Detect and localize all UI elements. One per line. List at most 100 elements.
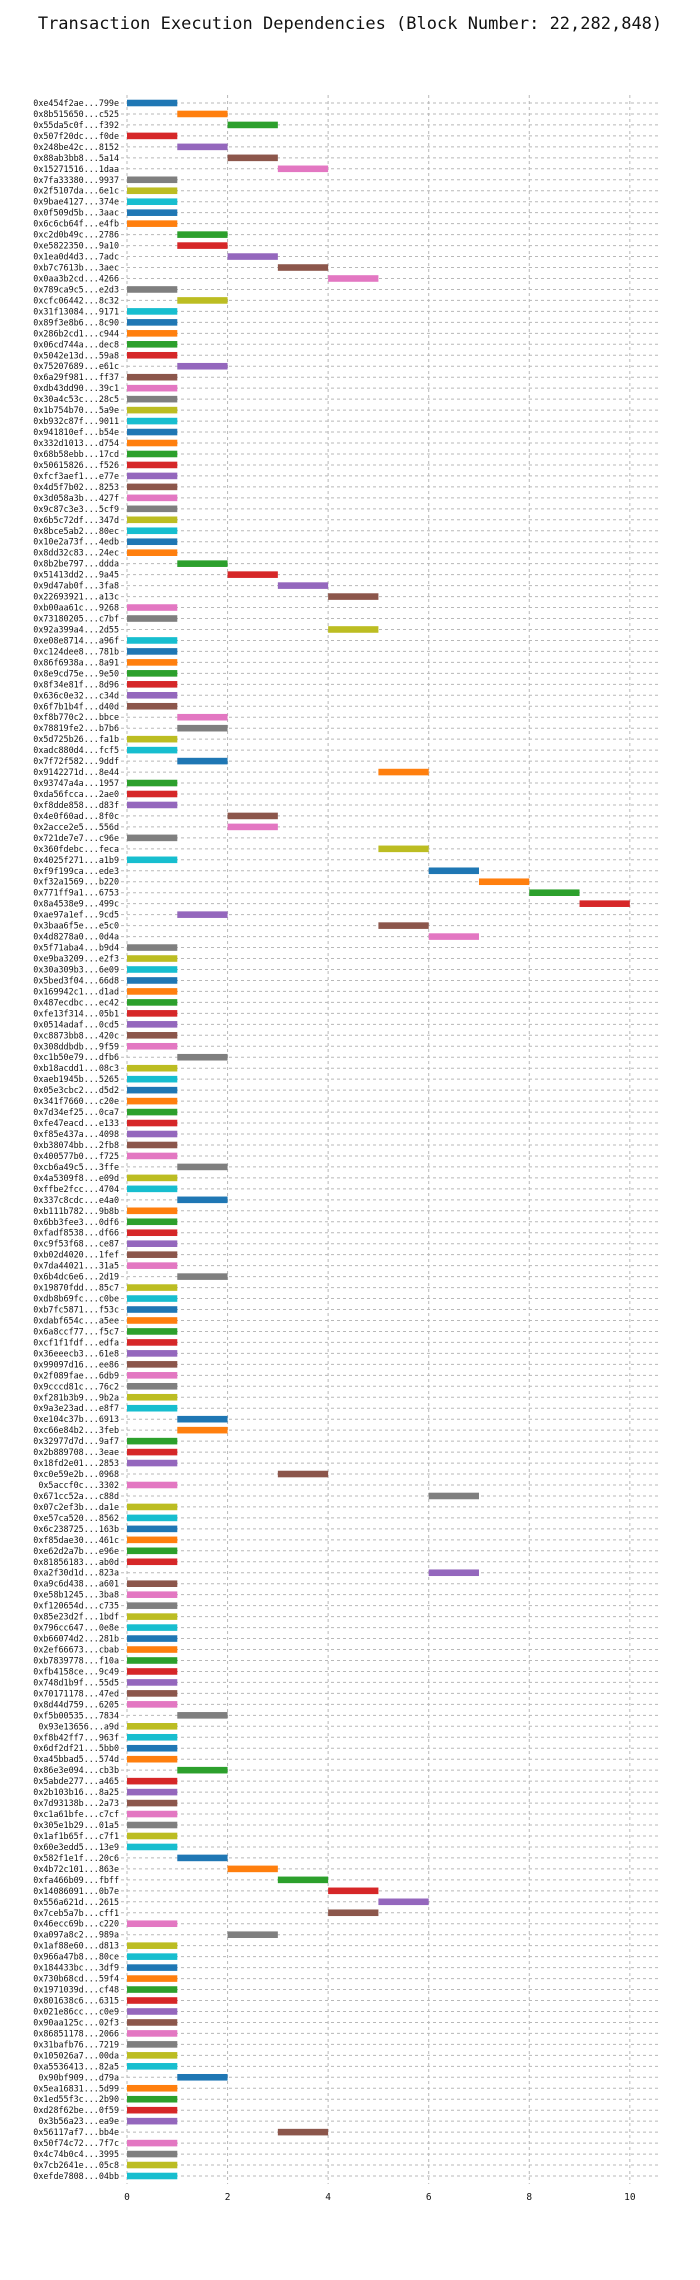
transaction-bar (127, 801, 178, 809)
transaction-label: 0x86e3e094...cb3b (33, 1765, 119, 1775)
transaction-label: 0xffbe2fcc...4704 (33, 1184, 119, 1194)
transaction-label: 0xe62d2a7b...e96e (33, 1546, 119, 1556)
transaction-label: 0xf8b770c2...bbce (33, 712, 119, 722)
transaction-label: 0x9142271d...8e44 (33, 767, 119, 777)
transaction-label: 0x86f6938a...8a91 (33, 657, 119, 667)
transaction-label: 0xdb43dd90...39c1 (33, 383, 119, 393)
transaction-label: 0x9cccd81c...76c2 (33, 1381, 119, 1391)
transaction-label: 0x92a399a4...2d55 (33, 624, 119, 634)
transaction-label: 0x55da5c0f...f392 (33, 120, 119, 130)
transaction-label: 0x06cd744a...dec8 (33, 339, 119, 349)
transaction-bar (177, 297, 228, 304)
transaction-bar (127, 1382, 178, 1390)
transaction-bar (177, 1163, 228, 1171)
transaction-bar (127, 1393, 178, 1401)
transaction-label: 0x7cb2641e...05c8 (33, 2160, 119, 2170)
transaction-bar (127, 132, 178, 140)
transaction-bar (127, 176, 178, 184)
transaction-label: 0x4a5309f8...e09d (33, 1173, 119, 1183)
transaction-bar (127, 1668, 178, 1675)
transaction-bar (127, 1723, 178, 1730)
transaction-label: 0xb18acdd1...08c3 (33, 1063, 119, 1073)
transaction-label: 0xc2d0b49c...2786 (33, 230, 119, 240)
transaction-label: 0x9a3e23ad...e8f7 (33, 1403, 119, 1413)
transaction-bar (127, 538, 178, 546)
transaction-label: 0xcfc06442...8c32 (33, 295, 119, 305)
transaction-bar (127, 988, 178, 995)
transaction-bar (127, 187, 178, 195)
transaction-label: 0xefde7808...04bb (33, 2171, 119, 2181)
transaction-bar (127, 834, 178, 842)
transaction-bar (127, 1525, 178, 1533)
transaction-label: 0x169942c1...d1ad (33, 986, 119, 996)
transaction-bar (579, 900, 630, 907)
transaction-label: 0xd28f62be...0f59 (33, 2105, 119, 2115)
transaction-label: 0xe57ca520...8562 (33, 1513, 119, 1523)
transaction-bar (277, 582, 329, 589)
x-tick-label: 2 (225, 2192, 231, 2203)
transaction-label: 0x671cc52a...c88d (33, 1491, 119, 1501)
transaction-label: 0x99097d16...ee86 (33, 1359, 119, 1369)
transaction-bar (127, 220, 178, 227)
transaction-bar (127, 2084, 178, 2092)
transaction-label: 0x8dd32c83...24ec (33, 548, 119, 558)
transaction-label: 0x582f1e1f...20c6 (33, 1853, 119, 1863)
transaction-bar (127, 1679, 178, 1686)
transaction-bar (127, 505, 178, 513)
transaction-label: 0x31f13084...9171 (33, 306, 119, 316)
transaction-label: 0xb02d4020...1fef (33, 1250, 119, 1260)
transaction-label: 0xb66074d2...281b (33, 1634, 119, 1644)
transaction-bar (127, 1635, 178, 1642)
transaction-label: 0xe58b1245...3ba8 (33, 1590, 119, 1600)
transaction-label: 0x2f5107da...6e1c (33, 186, 119, 196)
transaction-bar (127, 1372, 178, 1379)
x-tick-label: 6 (426, 2192, 432, 2203)
transaction-bar (127, 2030, 178, 2037)
transaction-label: 0x4025f271...a1b9 (33, 855, 119, 865)
transaction-label: 0xaeb1945b...5265 (33, 1074, 119, 1084)
transaction-label: 0x07c2ef3b...da1e (33, 1502, 119, 1512)
transaction-bar (127, 1459, 178, 1467)
transaction-bar (127, 1108, 178, 1116)
transaction-bar (127, 1580, 178, 1588)
transaction-label: 0xb38074bb...2fb8 (33, 1140, 119, 1150)
transaction-bar (127, 681, 178, 688)
transaction-bar (227, 812, 278, 820)
transaction-label: 0x6f7b1b4f...d40d (33, 701, 119, 711)
transaction-bar (127, 1975, 178, 1982)
transaction-bar (127, 1591, 178, 1598)
transaction-label: 0x15271516...1daa (33, 164, 119, 174)
transaction-label: 0xdabf654c...a5ee (33, 1315, 119, 1325)
transaction-bar (127, 341, 178, 348)
transaction-bar (127, 1021, 178, 1028)
transaction-bar (227, 571, 278, 578)
transaction-bar (127, 1448, 178, 1456)
transaction-label: 0x2acce2e5...556d (33, 822, 119, 832)
transaction-label: 0x941810ef...b54e (33, 427, 119, 437)
transaction-bar (127, 527, 178, 535)
transaction-label: 0xe9ba3209...e2f3 (33, 954, 119, 964)
transaction-label: 0xe104c37b...6913 (33, 1414, 119, 1424)
transaction-label: 0x10e2a73f...4edb (33, 537, 119, 547)
transaction-bar (127, 1942, 178, 1949)
transaction-label: 0xf5b00535...7834 (33, 1710, 119, 1720)
transaction-bar (177, 1854, 228, 1862)
transaction-label: 0x05e3cbc2...d5d2 (33, 1085, 119, 1095)
transaction-bar (127, 702, 178, 710)
transaction-bar (277, 1876, 329, 1884)
transaction-bar (127, 615, 178, 622)
transaction-label: 0x966a47b8...80ce (33, 1952, 119, 1962)
transaction-bar (177, 1426, 228, 1434)
transaction-bar (127, 1964, 178, 1971)
transaction-bar (127, 604, 178, 611)
transaction-label: 0x1ea0d4d3...7adc (33, 252, 119, 262)
x-ticks-layer: 0 2 4 6 8 10 (124, 2192, 636, 2203)
transaction-label: 0x0f509d5b...3aac (33, 208, 119, 218)
transaction-bar (127, 1284, 178, 1291)
transaction-label: 0xae97a1ef...9cd5 (33, 910, 119, 920)
transaction-bar (127, 1361, 178, 1368)
transaction-bar (177, 560, 228, 567)
transaction-bar (177, 1415, 228, 1423)
transaction-bar (127, 1547, 178, 1555)
transaction-bar (277, 2128, 329, 2136)
